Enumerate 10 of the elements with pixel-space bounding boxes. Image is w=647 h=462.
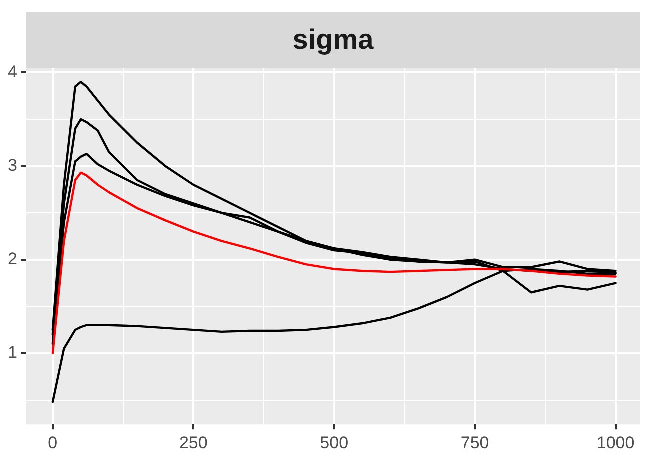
x-tick-label: 500	[320, 433, 349, 452]
y-tick-label: 3	[8, 156, 18, 175]
x-tick-label: 1000	[596, 433, 635, 452]
y-tick-label: 1	[8, 343, 18, 362]
chart-title: sigma	[26, 12, 640, 68]
y-tick-label: 4	[8, 62, 18, 82]
y-tick-label: 2	[8, 250, 18, 269]
x-tick-label: 750	[460, 433, 490, 452]
x-tick-label: 250	[179, 433, 208, 452]
x-tick-label: 0	[48, 433, 58, 452]
